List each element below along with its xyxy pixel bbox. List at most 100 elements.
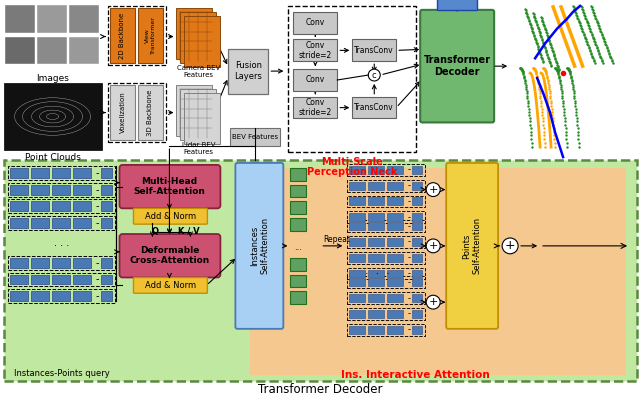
Bar (348, 164, 425, 176)
Bar (412, 278, 422, 286)
Text: Deformable
Cross-Attention: Deformable Cross-Attention (129, 246, 209, 265)
Text: -: - (96, 218, 99, 228)
Bar (368, 326, 384, 334)
Bar (52, 291, 70, 301)
Bar (52, 168, 70, 178)
Text: · · ·: · · · (54, 241, 69, 251)
Bar (412, 254, 422, 262)
Bar (387, 326, 403, 334)
Bar (111, 8, 136, 63)
Text: +: + (505, 239, 515, 252)
Bar (412, 222, 422, 230)
Bar (72, 274, 90, 284)
Bar (31, 185, 49, 194)
Bar (72, 185, 90, 194)
Bar (52, 218, 70, 228)
Bar (180, 89, 216, 140)
Bar (293, 12, 337, 34)
FancyBboxPatch shape (446, 163, 498, 329)
Bar (31, 168, 49, 178)
Bar (36, 36, 67, 64)
Text: -: - (408, 326, 411, 334)
Text: -: - (408, 197, 411, 206)
Bar (412, 213, 422, 221)
Bar (349, 326, 365, 334)
Bar (349, 278, 365, 286)
Bar (368, 222, 384, 230)
Circle shape (502, 238, 518, 254)
Bar (349, 182, 365, 190)
Text: Multi-Head
Self-Attention: Multi-Head Self-Attention (134, 177, 205, 196)
Bar (349, 213, 365, 221)
Bar (412, 326, 422, 334)
Bar (8, 289, 115, 303)
Text: Lidar BEV
Features: Lidar BEV Features (182, 142, 215, 154)
Text: -: - (408, 310, 411, 318)
Text: -: - (96, 274, 99, 284)
Bar (387, 270, 403, 278)
Bar (293, 97, 337, 118)
Bar (387, 182, 403, 190)
Bar (412, 198, 422, 206)
Text: ...: ... (294, 244, 302, 252)
Bar (348, 276, 425, 288)
Text: +: + (429, 297, 438, 307)
FancyBboxPatch shape (420, 10, 494, 122)
Text: +: + (429, 241, 438, 251)
Bar (228, 50, 268, 94)
Bar (348, 180, 425, 192)
Bar (31, 202, 49, 211)
Bar (349, 238, 365, 246)
Bar (387, 254, 403, 262)
Bar (31, 291, 49, 301)
Bar (230, 128, 280, 146)
Text: Add & Norm: Add & Norm (145, 212, 196, 221)
Bar (349, 254, 365, 262)
Bar (368, 310, 384, 318)
FancyBboxPatch shape (120, 165, 220, 208)
Bar (180, 12, 216, 63)
Bar (138, 8, 163, 63)
Bar (72, 202, 90, 211)
Bar (100, 218, 113, 228)
Text: -: - (96, 202, 99, 211)
Bar (291, 274, 307, 287)
Bar (4, 160, 637, 381)
FancyBboxPatch shape (134, 208, 207, 224)
Circle shape (368, 69, 380, 81)
Text: Transformer Decoder: Transformer Decoder (258, 383, 383, 396)
Bar (387, 222, 403, 230)
Bar (349, 198, 365, 206)
Text: BEV Features: BEV Features (232, 134, 278, 140)
Bar (412, 270, 422, 278)
Bar (412, 166, 422, 174)
Text: -: - (408, 166, 411, 174)
Text: c: c (372, 70, 376, 80)
Bar (293, 40, 337, 61)
Bar (68, 36, 99, 64)
Bar (291, 218, 307, 231)
Bar (348, 308, 425, 320)
Bar (368, 238, 384, 246)
Circle shape (426, 239, 440, 253)
Bar (368, 166, 384, 174)
Bar (100, 291, 113, 301)
Text: Add & Norm: Add & Norm (145, 281, 196, 290)
Bar (437, 0, 477, 10)
Bar (8, 200, 115, 213)
Bar (31, 218, 49, 228)
Text: Fusion
Layers: Fusion Layers (234, 61, 262, 81)
Bar (10, 274, 28, 284)
Bar (368, 294, 384, 302)
Text: -: - (408, 222, 411, 230)
Text: ·  ·  ·: · · · (365, 268, 390, 278)
Bar (387, 278, 403, 286)
Bar (348, 196, 425, 208)
Bar (368, 270, 384, 278)
Bar (100, 185, 113, 194)
FancyBboxPatch shape (120, 234, 220, 278)
Bar (387, 310, 403, 318)
Bar (387, 166, 403, 174)
Text: Points
Self-Attention: Points Self-Attention (463, 217, 482, 274)
Text: -: - (408, 278, 411, 287)
